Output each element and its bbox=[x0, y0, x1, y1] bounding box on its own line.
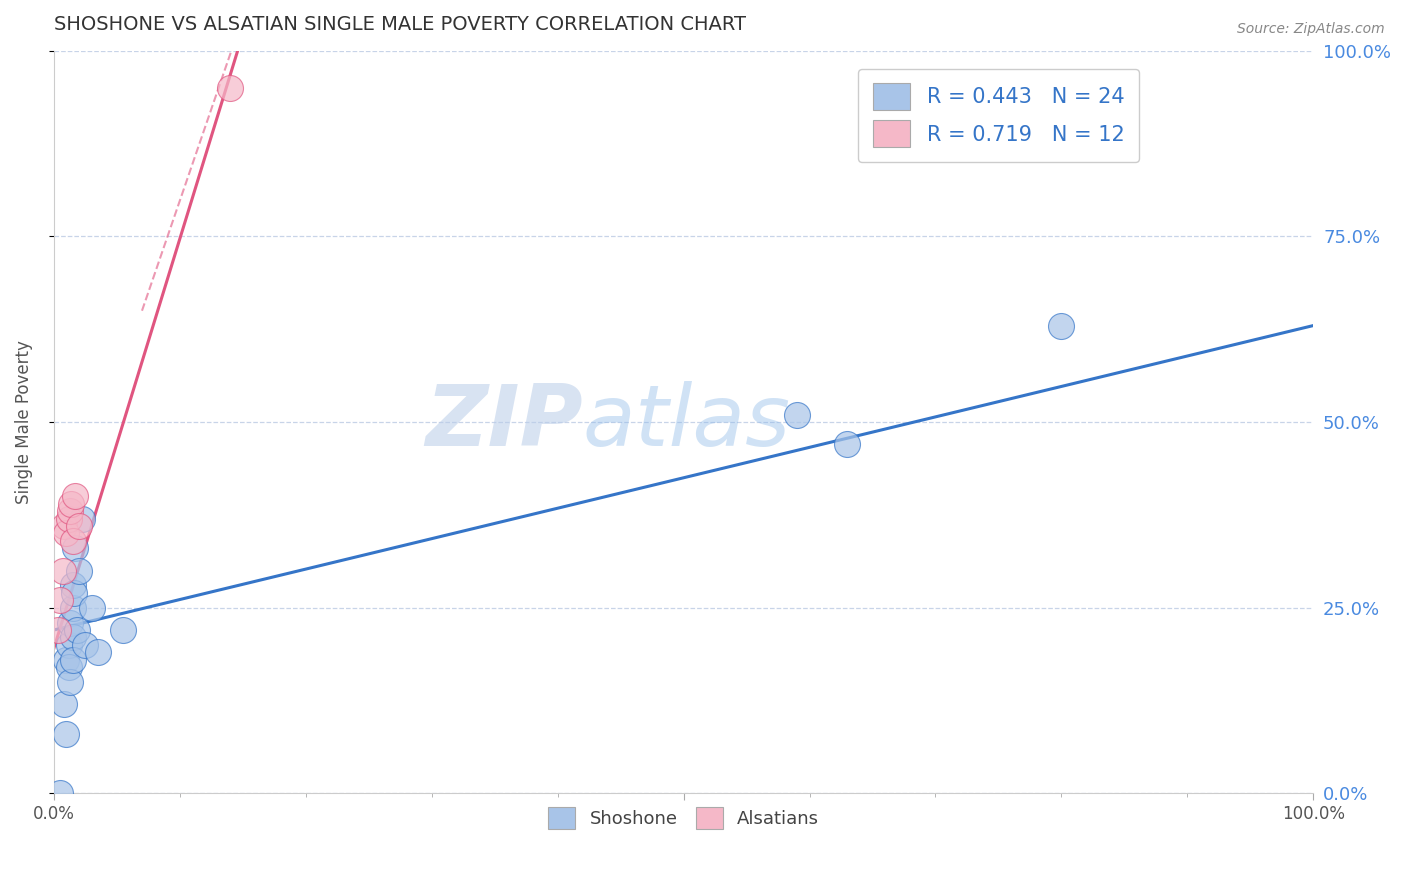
Point bbox=[75, 638, 97, 652]
Point bbox=[837, 437, 859, 451]
Text: atlas: atlas bbox=[583, 381, 790, 464]
Point bbox=[62, 631, 84, 645]
Point bbox=[59, 615, 82, 630]
Text: ZIP: ZIP bbox=[425, 381, 583, 464]
Point bbox=[65, 489, 87, 503]
Point bbox=[55, 727, 77, 741]
Text: Source: ZipAtlas.com: Source: ZipAtlas.com bbox=[1237, 22, 1385, 37]
Point bbox=[65, 623, 87, 637]
Point bbox=[63, 586, 86, 600]
Point bbox=[112, 623, 135, 637]
Point bbox=[58, 638, 80, 652]
Point bbox=[58, 660, 80, 674]
Point bbox=[1050, 318, 1073, 333]
Point bbox=[62, 533, 84, 548]
Point bbox=[55, 653, 77, 667]
Point bbox=[80, 600, 103, 615]
Point bbox=[52, 564, 75, 578]
Point bbox=[219, 81, 242, 95]
Legend: Shoshone, Alsatians: Shoshone, Alsatians bbox=[541, 800, 827, 837]
Point bbox=[52, 519, 75, 533]
Point bbox=[67, 564, 90, 578]
Point bbox=[786, 408, 808, 422]
Text: SHOSHONE VS ALSATIAN SINGLE MALE POVERTY CORRELATION CHART: SHOSHONE VS ALSATIAN SINGLE MALE POVERTY… bbox=[53, 15, 745, 34]
Point bbox=[58, 511, 80, 525]
Point bbox=[52, 698, 75, 712]
Point bbox=[67, 519, 90, 533]
Point bbox=[59, 504, 82, 518]
Point bbox=[46, 623, 69, 637]
Point bbox=[65, 541, 87, 556]
Point bbox=[55, 526, 77, 541]
Point bbox=[70, 511, 93, 525]
Point bbox=[87, 645, 110, 659]
Point bbox=[62, 600, 84, 615]
Point bbox=[49, 786, 72, 800]
Point bbox=[62, 578, 84, 592]
Point bbox=[62, 653, 84, 667]
Point bbox=[59, 675, 82, 690]
Point bbox=[49, 593, 72, 607]
Point bbox=[60, 497, 83, 511]
Y-axis label: Single Male Poverty: Single Male Poverty bbox=[15, 340, 32, 504]
